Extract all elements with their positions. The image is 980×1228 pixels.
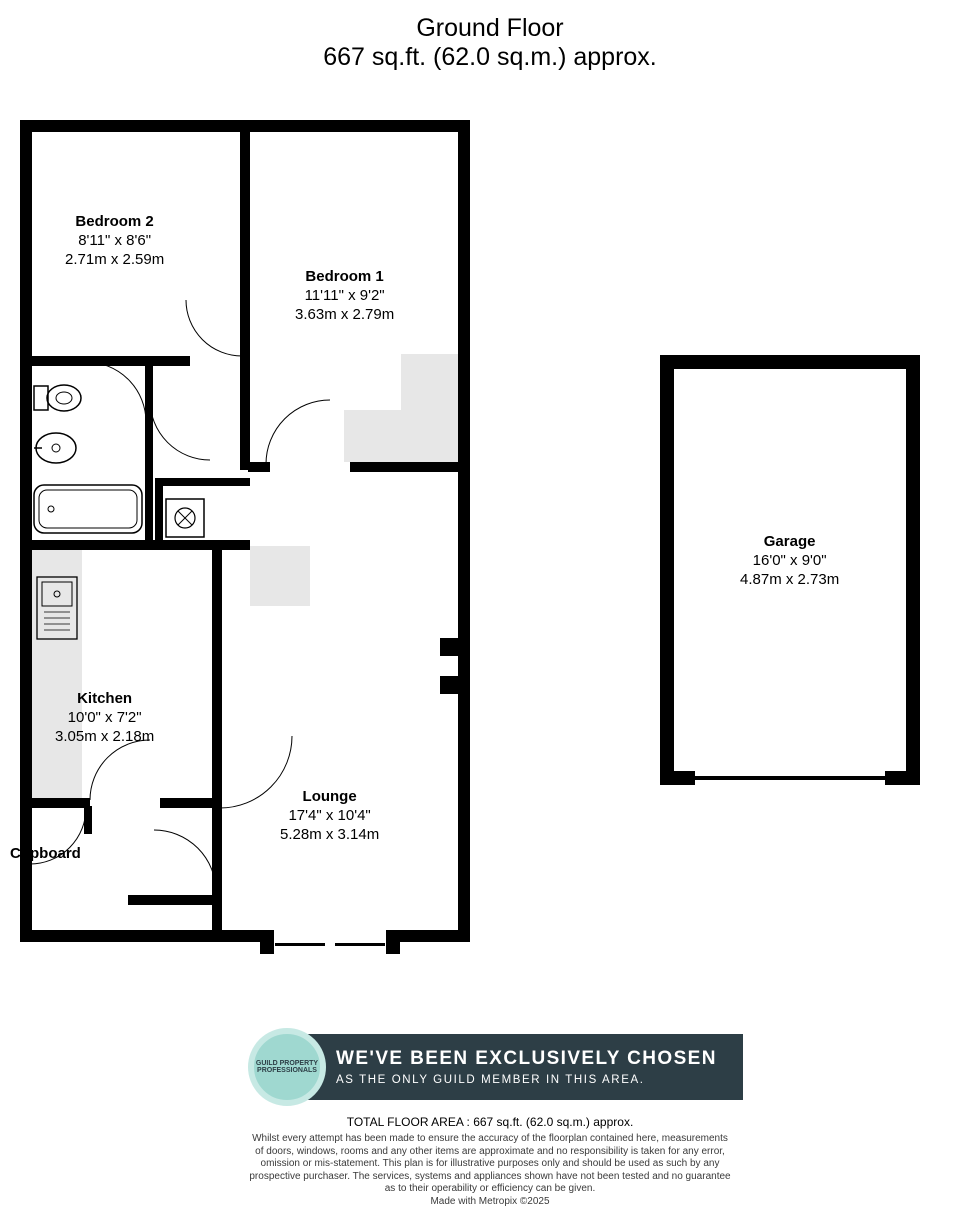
total-area: TOTAL FLOOR AREA : 667 sq.ft. (62.0 sq.m… [0, 1115, 980, 1129]
door-arc-icon [86, 362, 156, 432]
banner-line2: AS THE ONLY GUILD MEMBER IN THIS AREA. [336, 1074, 717, 1086]
room-label-kitchen: Kitchen 10'0" x 7'2" 3.05m x 2.18m [55, 690, 154, 746]
door-arc-icon [150, 400, 216, 466]
sink-icon [36, 576, 78, 640]
bathtub-icon [33, 484, 143, 534]
disclaimer: Whilst every attempt has been made to en… [0, 1133, 980, 1208]
page-title: Ground Floor 667 sq.ft. (62.0 sq.m.) app… [0, 14, 980, 72]
title-line2: 667 sq.ft. (62.0 sq.m.) approx. [0, 43, 980, 72]
title-line1: Ground Floor [0, 14, 980, 43]
footer: TOTAL FLOOR AREA : 667 sq.ft. (62.0 sq.m… [0, 1115, 980, 1208]
banner-bar: WE'VE BEEN EXCLUSIVELY CHOSEN AS THE ONL… [286, 1034, 743, 1100]
door-arc-icon [186, 300, 250, 364]
door-arc-icon [266, 400, 338, 472]
washer-icon [165, 498, 205, 538]
floor-plan: Bedroom 2 8'11" x 8'6" 2.71m x 2.59m Bed… [0, 100, 980, 1000]
basin-icon [32, 430, 76, 466]
guild-banner: GUILD PROPERTY PROFESSIONALS WE'VE BEEN … [248, 1028, 743, 1106]
room-label-cupboard: Cupboard [10, 845, 81, 864]
guild-seal-icon: GUILD PROPERTY PROFESSIONALS [248, 1028, 326, 1106]
room-label-lounge: Lounge 17'4" x 10'4" 5.28m x 3.14m [280, 788, 379, 844]
door-arc-icon [90, 740, 160, 810]
room-label-garage: Garage 16'0" x 9'0" 4.87m x 2.73m [740, 533, 839, 589]
room-label-bedroom1: Bedroom 1 11'11" x 9'2" 3.63m x 2.79m [295, 268, 394, 324]
banner-line1: WE'VE BEEN EXCLUSIVELY CHOSEN [336, 1048, 717, 1070]
door-arc-icon [154, 830, 224, 900]
room-label-bedroom2: Bedroom 2 8'11" x 8'6" 2.71m x 2.59m [65, 213, 164, 269]
toilet-icon [34, 378, 84, 418]
